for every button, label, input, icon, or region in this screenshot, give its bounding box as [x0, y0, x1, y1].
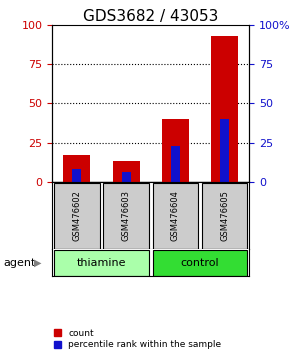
Bar — [171, 146, 180, 182]
FancyBboxPatch shape — [54, 250, 149, 275]
Text: thiamine: thiamine — [77, 258, 126, 268]
Text: control: control — [181, 258, 220, 268]
Legend: count, percentile rank within the sample: count, percentile rank within the sample — [54, 329, 221, 349]
FancyBboxPatch shape — [202, 183, 247, 249]
FancyBboxPatch shape — [153, 250, 247, 275]
Bar — [122, 172, 130, 182]
Text: GSM476605: GSM476605 — [220, 190, 229, 241]
FancyBboxPatch shape — [104, 183, 149, 249]
FancyBboxPatch shape — [54, 183, 99, 249]
Bar — [220, 119, 229, 182]
Text: GSM476604: GSM476604 — [171, 190, 180, 241]
Bar — [162, 119, 189, 182]
Text: agent: agent — [3, 258, 35, 268]
FancyBboxPatch shape — [153, 183, 198, 249]
Bar — [63, 155, 90, 182]
Text: GSM476603: GSM476603 — [122, 190, 131, 241]
Bar — [113, 161, 140, 182]
Bar — [211, 36, 238, 182]
Title: GDS3682 / 43053: GDS3682 / 43053 — [83, 8, 218, 24]
Text: GSM476602: GSM476602 — [72, 190, 81, 241]
Text: ▶: ▶ — [34, 258, 41, 268]
Bar — [72, 169, 81, 182]
